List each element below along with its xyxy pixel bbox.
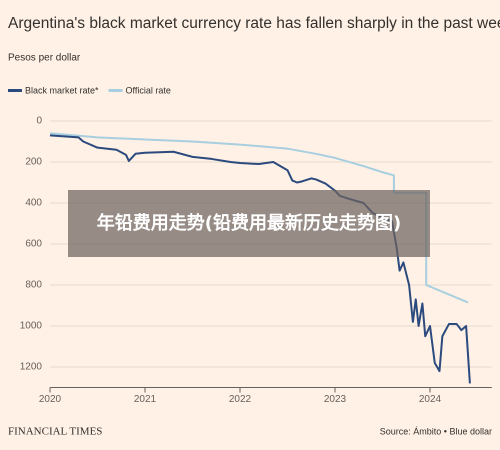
chart-title: Argentina's black market currency rate h…: [8, 15, 500, 32]
x-tick-label: 2020: [39, 394, 62, 405]
legend-swatch: [108, 89, 123, 92]
y-tick-label: 400: [25, 198, 42, 209]
x-tick-label: 2022: [229, 394, 252, 405]
brand: FINANCIAL TIMES: [8, 426, 102, 438]
x-tick-label: 2024: [419, 394, 442, 405]
x-tick-label: 2021: [134, 394, 157, 405]
y-tick-label: 0: [36, 116, 42, 127]
x-tick-label: 2023: [324, 394, 347, 405]
overlay-text: 年铅费用走势(铅费用最新历史走势图): [96, 212, 402, 234]
source: Source: Ámbito • Blue dollar: [380, 426, 492, 436]
y-tick-label: 1000: [20, 321, 43, 332]
overlay-box: [68, 190, 430, 257]
legend-swatch: [8, 89, 22, 92]
legend-label: Official rate: [126, 85, 171, 95]
overlay-wrap: 年铅费用走势(铅费用最新历史走势图): [96, 212, 402, 234]
series-line: [49, 134, 471, 384]
y-tick-label: 1200: [20, 362, 43, 373]
y-tick-label: 600: [25, 239, 42, 250]
y-tick-label: 200: [25, 157, 42, 168]
y-tick-label: 800: [25, 280, 42, 291]
subtitle: Pesos per dollar: [8, 53, 81, 64]
legend-label: Black market rate*: [25, 85, 99, 95]
